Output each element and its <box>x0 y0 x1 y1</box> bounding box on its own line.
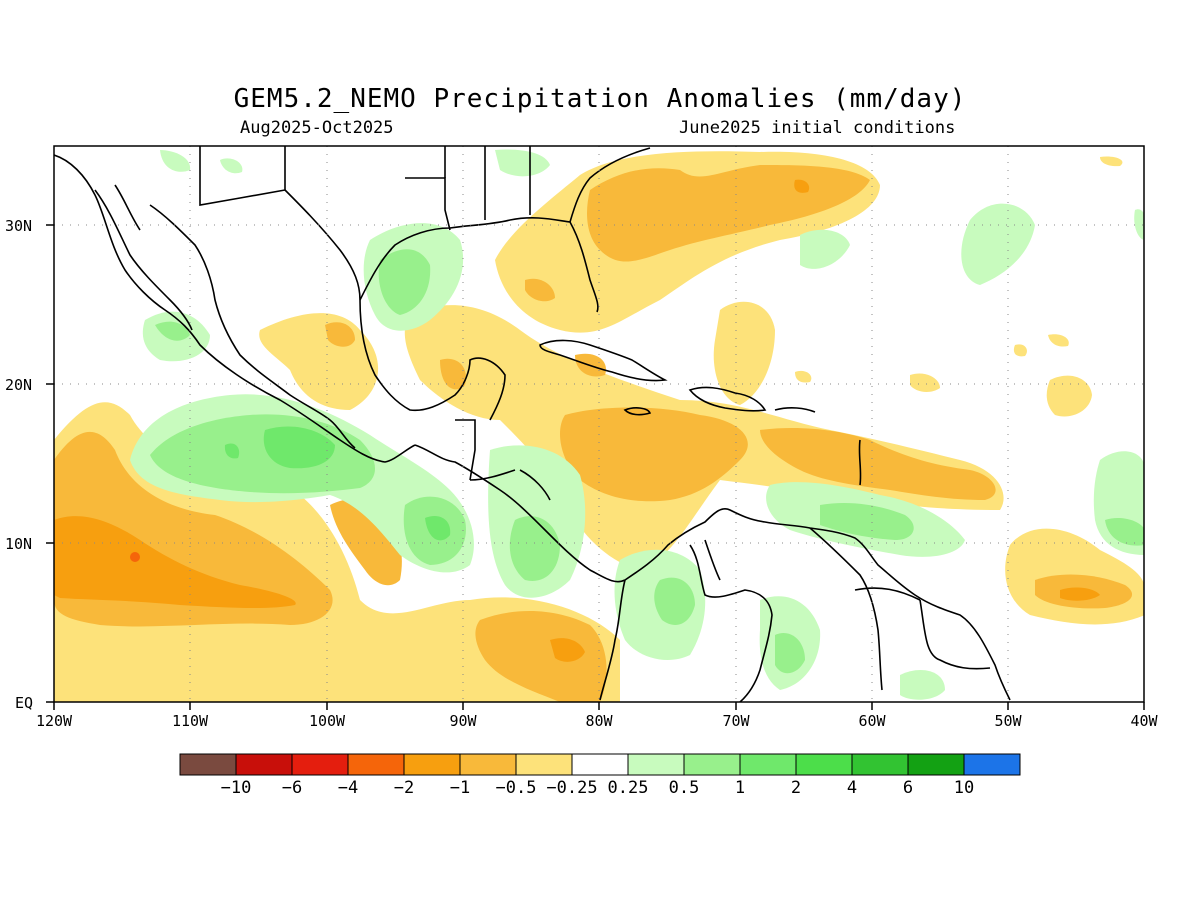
anomaly-dry-peak <box>130 552 140 562</box>
lat-label-20n: 20N <box>5 376 32 394</box>
colorbar-swatch <box>459 753 517 776</box>
lon-label-40w: 40W <box>1130 712 1158 730</box>
lat-label-30n: 30N <box>5 217 32 235</box>
colorbar-swatch <box>515 753 573 776</box>
colorbar: −10 −6 −4 −2 −1 −0.5 −0.25 0.25 0.5 1 2 4 6 10 <box>179 753 1021 798</box>
colorbar-swatch <box>179 753 237 776</box>
lat-label-eq: EQ <box>15 694 33 712</box>
lon-label-110w: 110W <box>172 712 209 730</box>
colorbar-label: 10 <box>954 778 974 798</box>
colorbar-swatch <box>571 753 629 776</box>
colorbar-swatch <box>963 753 1021 776</box>
colorbar-swatch <box>403 753 461 776</box>
colorbar-swatch <box>347 753 405 776</box>
lon-label-70w: 70W <box>722 712 750 730</box>
colorbar-label: 1 <box>735 778 745 798</box>
anomaly-wet-moderate <box>150 249 1144 674</box>
colorbar-label: 0.25 <box>608 778 649 798</box>
colorbar-label: −10 <box>221 778 252 798</box>
colorbar-label: 2 <box>791 778 801 798</box>
colorbar-swatch <box>291 753 349 776</box>
colorbar-label: −0.5 <box>496 778 537 798</box>
lat-label-10n: 10N <box>5 535 32 553</box>
colorbar-swatch <box>907 753 965 776</box>
axis-ticks <box>46 224 1145 710</box>
colorbar-label: −1 <box>450 778 470 798</box>
colorbar-label: 6 <box>903 778 913 798</box>
lon-label-50w: 50W <box>994 712 1022 730</box>
colorbar-label: 4 <box>847 778 857 798</box>
colorbar-label: −4 <box>338 778 358 798</box>
colorbar-swatch <box>235 753 293 776</box>
lon-label-90w: 90W <box>449 712 477 730</box>
anomaly-field <box>54 149 1144 702</box>
forecast-period: Aug2025-Oct2025 <box>240 118 394 138</box>
lon-label-80w: 80W <box>585 712 613 730</box>
colorbar-label: −6 <box>282 778 302 798</box>
colorbar-swatch <box>851 753 909 776</box>
colorbar-swatch <box>627 753 685 776</box>
graticule <box>54 146 1144 702</box>
coastlines <box>54 146 1011 702</box>
colorbar-label: 0.5 <box>669 778 700 798</box>
initial-conditions: June2025 initial conditions <box>679 118 956 138</box>
colorbar-swatch <box>683 753 741 776</box>
lon-label-60w: 60W <box>858 712 886 730</box>
colorbar-swatch <box>795 753 853 776</box>
colorbar-swatch <box>739 753 797 776</box>
anomaly-wet-strong <box>224 426 451 541</box>
lon-label-120w: 120W <box>36 712 73 730</box>
colorbar-label: −0.25 <box>546 778 597 798</box>
colorbar-label: −2 <box>394 778 414 798</box>
map-title: GEM5.2_NEMO Precipitation Anomalies (mm/… <box>233 84 967 114</box>
lon-label-100w: 100W <box>309 712 346 730</box>
anomaly-dry-strong <box>54 179 1100 662</box>
